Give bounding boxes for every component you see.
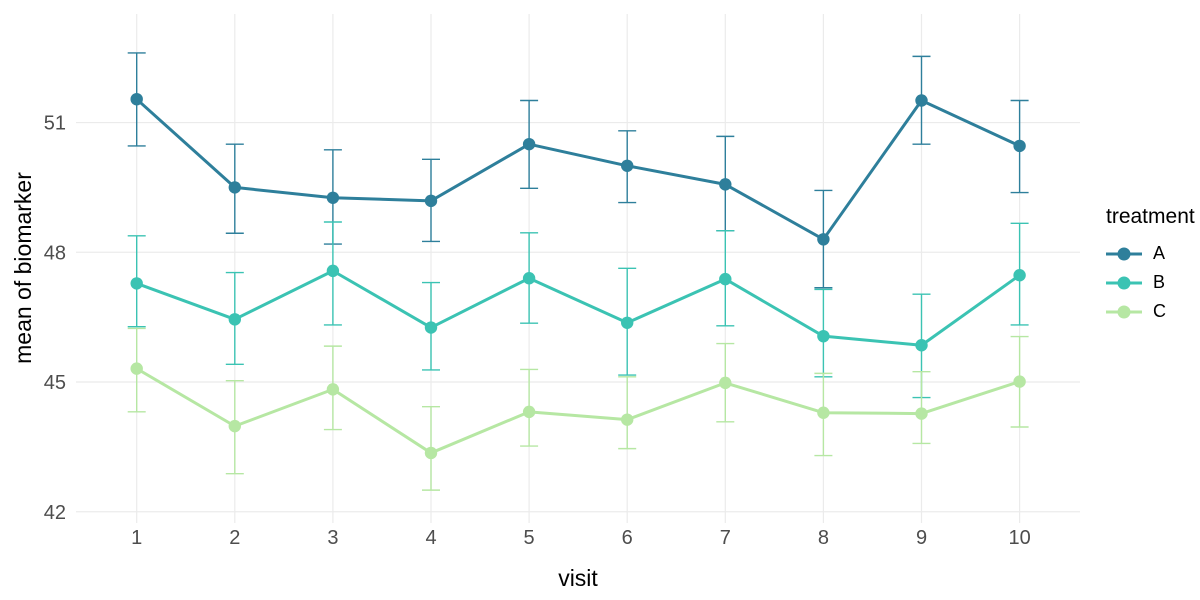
legend-item-B: B (1106, 268, 1195, 297)
gridlines (76, 14, 1080, 523)
series-A-line (135, 98, 1021, 241)
series-B-points (130, 264, 1026, 352)
series-C-points (130, 362, 1026, 460)
data-point (817, 329, 830, 343)
series-B-errorbars (127, 221, 1029, 399)
legend-label: A (1153, 243, 1166, 263)
data-point (719, 178, 732, 191)
series-B-line (136, 269, 1021, 347)
series-C-line (135, 367, 1021, 455)
y-tick-label: 51 (44, 113, 66, 135)
data-point (424, 194, 438, 208)
data-point (915, 407, 928, 420)
data-point (424, 321, 438, 334)
legend-key-C-icon (1106, 305, 1142, 318)
legend-label: B (1153, 272, 1166, 292)
data-point (326, 191, 340, 204)
x-tick-label: 2 (229, 527, 240, 549)
x-tick-label: 8 (818, 527, 829, 549)
data-point (621, 413, 634, 426)
series-A-points (130, 92, 1026, 246)
legend-key-A-icon (1106, 247, 1142, 260)
data-point (719, 272, 732, 286)
data-point (719, 376, 732, 390)
legend-label: C (1153, 301, 1166, 321)
legend-item-A: A (1106, 239, 1195, 268)
data-point (228, 313, 241, 326)
x-tick-label: 9 (916, 527, 927, 549)
x-tick-label: 10 (1008, 527, 1030, 549)
data-point (1013, 375, 1026, 388)
legend-key-B-icon (1106, 276, 1142, 289)
data-point (522, 137, 536, 151)
x-tick-label: 6 (622, 527, 633, 549)
legend-item-C: C (1106, 297, 1195, 326)
x-axis-title: visit (558, 565, 598, 591)
data-point (915, 339, 928, 352)
y-tick-label: 45 (44, 372, 66, 394)
data-point (621, 159, 634, 172)
legend-title: treatment (1106, 205, 1195, 228)
data-point (915, 94, 928, 107)
data-point (424, 446, 438, 460)
data-point (817, 406, 830, 419)
data-point (326, 264, 340, 278)
x-tick-label: 7 (720, 527, 731, 549)
data-point (1013, 269, 1026, 282)
data-point (130, 362, 143, 375)
y-tick-label: 42 (44, 502, 66, 524)
data-point (326, 383, 340, 396)
data-point (130, 277, 143, 290)
x-tick-label: 4 (425, 527, 436, 549)
data-point (621, 316, 634, 329)
data-point (130, 92, 143, 106)
x-tick-label: 3 (327, 527, 338, 549)
x-tick-label: 5 (524, 527, 535, 549)
data-point (817, 233, 830, 246)
data-point (1013, 139, 1026, 153)
y-tick-label: 48 (44, 242, 66, 264)
series-C-errorbars (127, 327, 1029, 491)
data-point (522, 272, 536, 285)
data-point (522, 405, 536, 419)
x-tick-label: 1 (131, 527, 142, 549)
data-point (228, 419, 241, 433)
y-axis-title: mean of biomarker (10, 172, 36, 364)
data-point (228, 181, 241, 194)
